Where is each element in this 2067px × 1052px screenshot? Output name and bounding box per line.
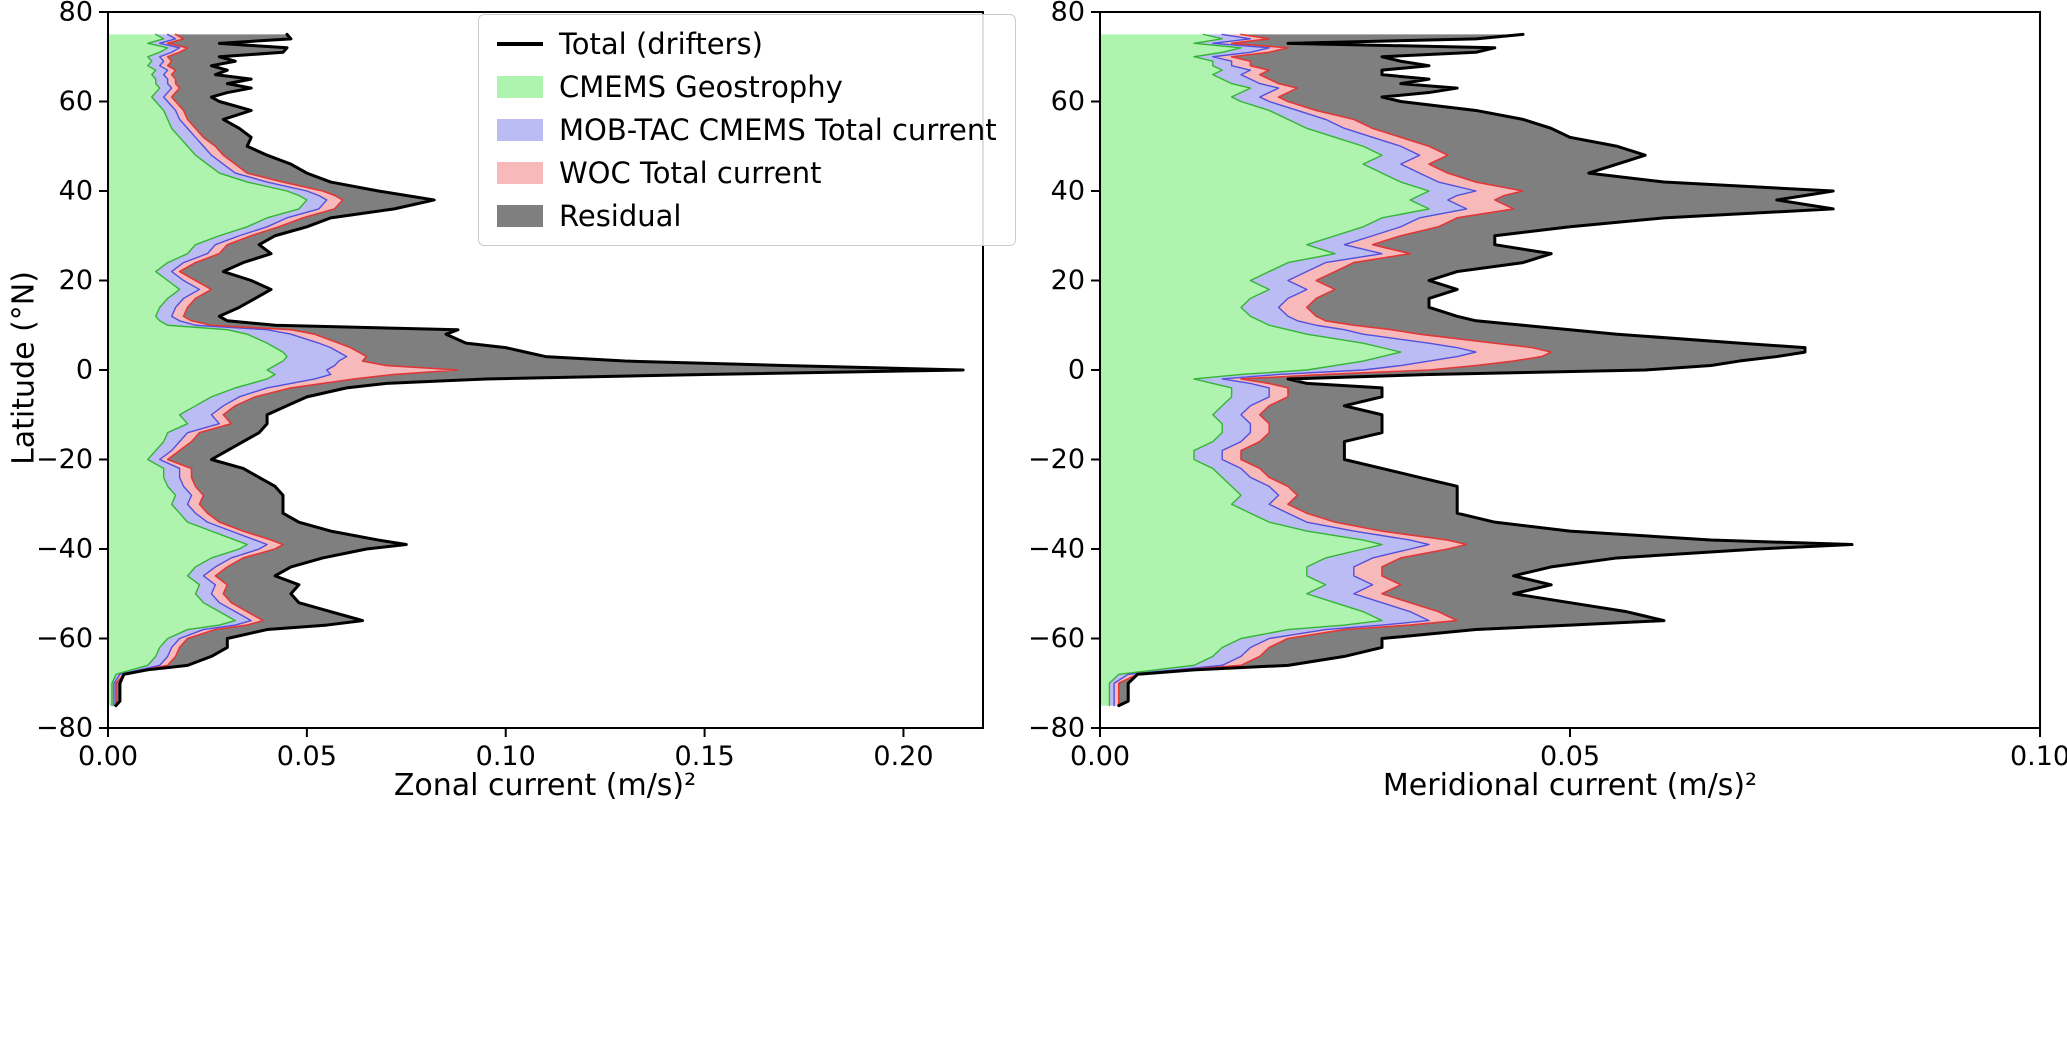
- total-drifters-line-swatch: [497, 33, 543, 55]
- gray-patch-icon: [497, 205, 543, 227]
- legend-label-total-drifters: Total (drifters): [559, 27, 763, 61]
- svg-text:−20: −20: [1028, 444, 1085, 475]
- svg-text:0.10: 0.10: [476, 741, 536, 772]
- svg-text:60: 60: [1051, 86, 1085, 117]
- svg-text:40: 40: [1051, 176, 1085, 207]
- legend-item-woc-total: WOC Total current: [497, 156, 997, 190]
- legend-label-mobtac-total: MOB-TAC CMEMS Total current: [559, 113, 997, 147]
- svg-text:0.20: 0.20: [873, 741, 933, 772]
- svg-text:80: 80: [59, 0, 93, 28]
- svg-text:20: 20: [1051, 265, 1085, 296]
- svg-text:−60: −60: [36, 623, 93, 654]
- legend-label-residual: Residual: [559, 199, 682, 233]
- red-patch-icon: [497, 162, 543, 184]
- y-axis-label: Latitude (°N): [6, 271, 42, 465]
- x-axis-label-zonal: Zonal current (m/s)²: [393, 768, 697, 803]
- svg-text:−20: −20: [36, 444, 93, 475]
- svg-text:0.10: 0.10: [2010, 741, 2067, 772]
- svg-text:0.05: 0.05: [1540, 741, 1600, 772]
- svg-text:−60: −60: [1028, 623, 1085, 654]
- svg-text:−80: −80: [1028, 713, 1085, 744]
- black-line-icon: [497, 42, 543, 46]
- svg-text:20: 20: [59, 265, 93, 296]
- svg-text:0: 0: [1068, 355, 1085, 386]
- svg-text:60: 60: [59, 86, 93, 117]
- svg-text:−40: −40: [1028, 534, 1085, 565]
- legend-item-mobtac-total: MOB-TAC CMEMS Total current: [497, 113, 997, 147]
- legend-item-total-drifters: Total (drifters): [497, 27, 997, 61]
- green-patch-icon: [497, 76, 543, 98]
- legend-label-woc-total: WOC Total current: [559, 156, 822, 190]
- legend-item-cmems-geostrophy: CMEMS Geostrophy: [497, 70, 997, 104]
- svg-text:0.05: 0.05: [277, 741, 337, 772]
- svg-text:0.00: 0.00: [78, 741, 138, 772]
- svg-text:−80: −80: [36, 713, 93, 744]
- svg-text:−40: −40: [36, 534, 93, 565]
- x-axis-label-meridional: Meridional current (m/s)²: [1382, 768, 1758, 803]
- svg-text:0.00: 0.00: [1070, 741, 1130, 772]
- svg-text:40: 40: [59, 176, 93, 207]
- legend: Total (drifters) CMEMS Geostrophy MOB-TA…: [478, 14, 1016, 246]
- svg-text:80: 80: [1051, 0, 1085, 28]
- blue-patch-icon: [497, 119, 543, 141]
- legend-label-cmems-geostrophy: CMEMS Geostrophy: [559, 70, 843, 104]
- svg-text:0.15: 0.15: [675, 741, 735, 772]
- legend-item-residual: Residual: [497, 199, 997, 233]
- svg-text:0: 0: [76, 355, 93, 386]
